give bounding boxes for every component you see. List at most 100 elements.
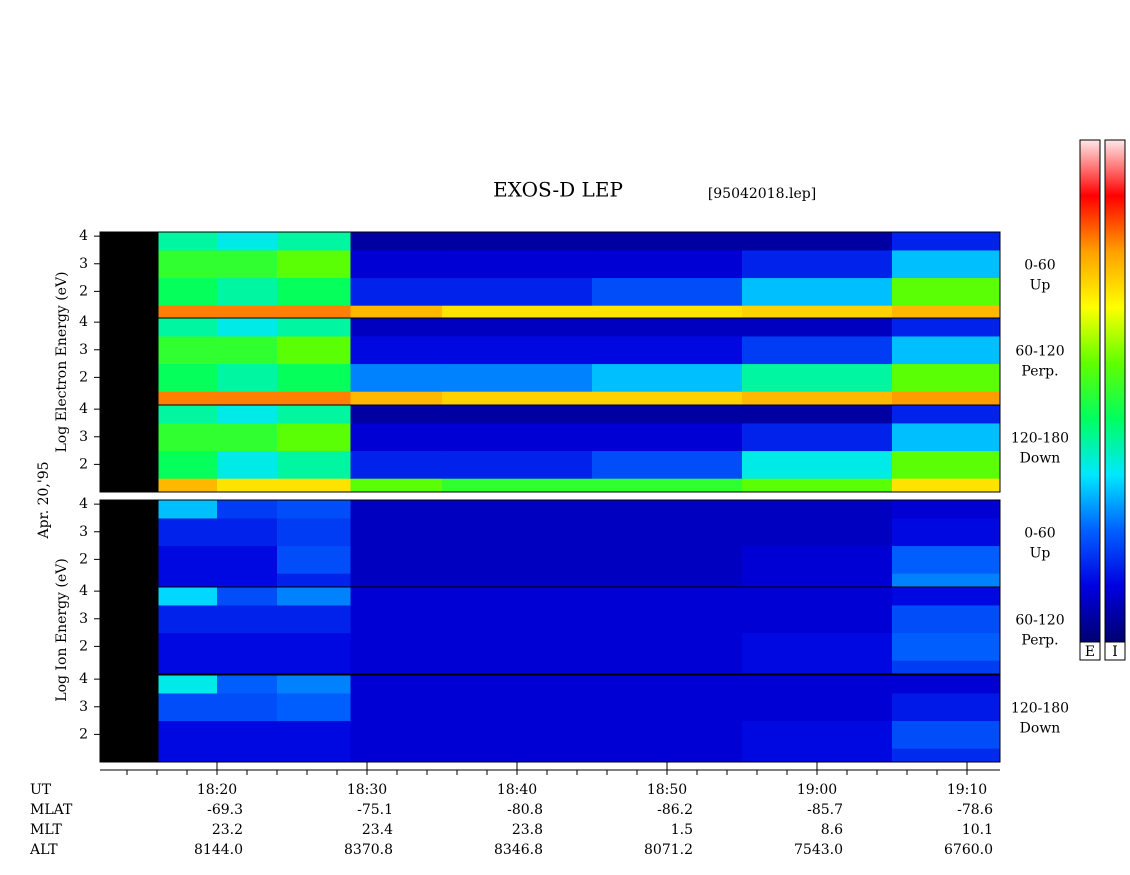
spectrogram-cell (442, 405, 593, 424)
y-tick-label: 4 (79, 671, 88, 687)
spectrogram-cell (592, 335, 743, 365)
ephemeris-value: -86.2 (657, 802, 693, 818)
spectrogram-cell (742, 422, 893, 452)
spectrogram-cell (158, 573, 218, 588)
spectrogram-cell (892, 517, 1001, 547)
spectrogram-cell (158, 391, 218, 406)
spectrogram-cell (742, 249, 893, 279)
spectrogram-cell (592, 587, 743, 606)
spectrogram-cell (277, 692, 351, 722)
spectrogram-cell (217, 363, 278, 392)
spectrogram-cell (892, 604, 1001, 634)
spectrogram-cell (892, 545, 1001, 574)
spectrogram-cell (892, 675, 1001, 694)
spectrogram-cell (442, 517, 593, 547)
spectrogram-cell (892, 720, 1001, 749)
spectrogram-cell (158, 587, 218, 606)
spectrogram-cell (592, 545, 743, 574)
y-tick-label: 2 (79, 369, 88, 385)
y-tick-label: 2 (79, 283, 88, 299)
no-data (100, 587, 159, 674)
spectrogram-cell (442, 232, 593, 251)
spectrogram-cell (442, 720, 593, 749)
spectrogram-cell (277, 748, 351, 763)
spectrogram-cell (158, 277, 218, 306)
spectrogram-cell (277, 232, 351, 251)
panel-label: Perp. (1021, 633, 1058, 649)
spectrogram-cell (277, 405, 351, 424)
y-tick-label: 3 (79, 256, 88, 272)
spectrogram-cell (350, 517, 443, 547)
panel-label: 120-180 (1011, 431, 1069, 447)
date-label: Apr. 20,'95 (36, 461, 52, 539)
spectrogram-cell (592, 632, 743, 661)
x-tick-label: 19:10 (947, 782, 987, 798)
y-tick-label: 4 (79, 583, 88, 599)
spectrogram-cell (892, 692, 1001, 722)
spectrogram-cell (350, 318, 443, 337)
no-data (100, 500, 159, 587)
spectrogram-cell (350, 573, 443, 588)
no-data (100, 405, 159, 492)
y-tick-label: 3 (79, 429, 88, 445)
spectrogram-cell (158, 318, 218, 337)
spectrogram-cell (158, 720, 218, 749)
panel-frame (99, 674, 1001, 763)
panel-label: Perp. (1021, 364, 1058, 380)
spectrogram-cell (742, 660, 893, 675)
spectrogram-cell (742, 573, 893, 588)
spectrogram-cell (742, 720, 893, 749)
chart-subtitle: [95042018.lep] (708, 186, 816, 202)
spectrogram-cell (350, 422, 443, 452)
ephemeris-value: 6760.0 (944, 842, 993, 858)
spectrogram-cell (442, 748, 593, 763)
spectrogram-cell (742, 405, 893, 424)
spectrogram-cell (158, 675, 218, 694)
spectrogram-cell (442, 675, 593, 694)
spectrogram-cell (742, 517, 893, 547)
spectrogram-cell (217, 450, 278, 479)
spectrogram-cell (217, 692, 278, 722)
spectrogram-cell (158, 305, 218, 320)
spectrogram-cell (217, 632, 278, 661)
ephemeris-value: -69.3 (207, 802, 243, 818)
spectrogram-cell (350, 478, 443, 493)
spectrogram-cell (442, 335, 593, 365)
spectrogram-cell (350, 632, 443, 661)
spectrogram-cell (158, 500, 218, 519)
spectrogram-cell (217, 517, 278, 547)
spectrogram-cell (277, 422, 351, 452)
spectrogram-cell (277, 500, 351, 519)
spectrogram-cell (592, 318, 743, 337)
spectrogram-cell (892, 335, 1001, 365)
ephemeris-value: -75.1 (357, 802, 393, 818)
spectrogram-cell (158, 335, 218, 365)
no-data (100, 675, 159, 762)
spectrogram-cell (277, 478, 351, 493)
spectrogram-cell (350, 249, 443, 279)
spectrogram-cell (277, 632, 351, 661)
spectrogram-cell (592, 422, 743, 452)
spectrogram-cell (158, 232, 218, 251)
spectrogram-cell (742, 587, 893, 606)
y-axis-label: Log Ion Energy (eV) (54, 558, 70, 701)
spectrogram-cell (217, 748, 278, 763)
spectrogram-cell (158, 660, 218, 675)
y-tick-label: 2 (79, 456, 88, 472)
ephemeris-value: 8144.0 (194, 842, 243, 858)
ephemeris-value: 10.1 (962, 822, 993, 838)
spectrogram-cell (350, 305, 443, 320)
ephemeris-value: 7543.0 (794, 842, 843, 858)
y-tick-label: 4 (79, 496, 88, 512)
spectrogram-cell (742, 391, 893, 406)
spectrogram-cell (892, 748, 1001, 763)
spectrogram-cell (892, 277, 1001, 306)
ephemeris-label: MLT (30, 822, 62, 838)
spectrogram-cell (277, 720, 351, 749)
spectrogram-cell (592, 748, 743, 763)
spectrogram-cell (350, 363, 443, 392)
spectrogram-cell (442, 587, 593, 606)
spectrogram-cell (592, 692, 743, 722)
spectrogram-cell (277, 249, 351, 279)
